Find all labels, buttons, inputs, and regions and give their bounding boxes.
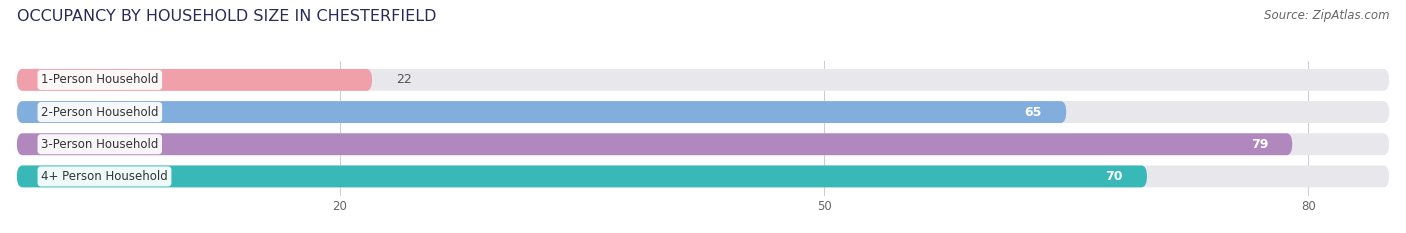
- FancyBboxPatch shape: [17, 101, 1066, 123]
- FancyBboxPatch shape: [17, 69, 373, 91]
- Text: 65: 65: [1025, 106, 1042, 119]
- FancyBboxPatch shape: [17, 69, 1389, 91]
- Text: OCCUPANCY BY HOUSEHOLD SIZE IN CHESTERFIELD: OCCUPANCY BY HOUSEHOLD SIZE IN CHESTERFI…: [17, 9, 436, 24]
- Text: 70: 70: [1105, 170, 1123, 183]
- FancyBboxPatch shape: [17, 133, 1389, 155]
- Text: 4+ Person Household: 4+ Person Household: [41, 170, 167, 183]
- Text: Source: ZipAtlas.com: Source: ZipAtlas.com: [1264, 9, 1389, 22]
- FancyBboxPatch shape: [17, 101, 1389, 123]
- FancyBboxPatch shape: [17, 133, 1292, 155]
- FancyBboxPatch shape: [17, 165, 1389, 187]
- Text: 1-Person Household: 1-Person Household: [41, 73, 159, 86]
- Text: 79: 79: [1251, 138, 1268, 151]
- FancyBboxPatch shape: [17, 165, 1147, 187]
- Text: 3-Person Household: 3-Person Household: [41, 138, 159, 151]
- Text: 2-Person Household: 2-Person Household: [41, 106, 159, 119]
- Text: 22: 22: [396, 73, 412, 86]
